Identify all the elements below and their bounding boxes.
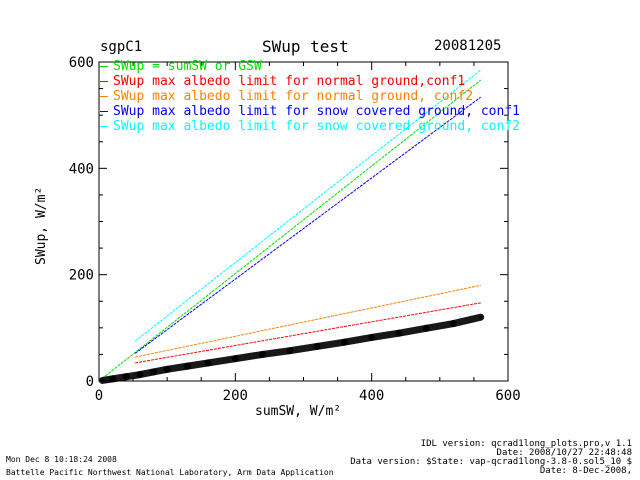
legend: SWup = sumSW or GSW SWup max albedo limit… — [100, 59, 520, 134]
scatter-point — [233, 357, 237, 361]
legend-label: SWup max albedo limit for snow covered g… — [113, 119, 520, 134]
footer-timestamp: Mon Dec 8 10:18:24 2008 — [6, 455, 117, 464]
x-axis-label: sumSW, W/m² — [255, 404, 342, 419]
scatter-band-segment — [313, 338, 348, 350]
x-tick-label: 400 — [359, 388, 384, 404]
x-tick-label: 600 — [495, 388, 520, 404]
series-line-1 — [135, 302, 481, 364]
footer-data-version: Data version: $State: vap-qcrad1long-3.8… — [350, 457, 632, 467]
scatter-point — [138, 373, 142, 377]
y-tick-label: 400 — [69, 161, 94, 177]
footer-date2: Date: 8-Dec-2008, — [539, 466, 632, 476]
footer-version-block: IDL version: qcrad1long_plots.pro,v 1.1 … — [350, 440, 632, 476]
scatter-point — [424, 326, 428, 330]
legend-marker — [100, 66, 108, 67]
series-line-4 — [134, 69, 482, 342]
scatter-point — [124, 375, 128, 379]
legend-label: SWup max albedo limit for normal ground,… — [113, 89, 474, 104]
scatter-point — [100, 378, 104, 382]
y-tick-label: 0 — [86, 374, 94, 390]
series-line-0 — [98, 79, 482, 382]
scatter-band-segment — [368, 329, 403, 341]
scatter-band-segment — [449, 313, 485, 328]
scatter-band-segment — [259, 347, 294, 358]
legend-label: SWup max albedo limit for snow covered g… — [113, 104, 520, 119]
scatter-point — [111, 377, 115, 381]
legend-label: SWup = sumSW or GSW — [113, 59, 262, 74]
scatter-band-segment — [340, 333, 376, 346]
scatter-band-segment — [422, 320, 457, 332]
footer-idl-version: IDL version: qcrad1long_plots.pro,v 1.1 — [420, 439, 632, 449]
site-label: sgpC1 — [100, 39, 143, 55]
scatter-band-segment — [395, 324, 430, 337]
scatter-point — [342, 340, 346, 344]
x-tick-label: 200 — [223, 388, 248, 404]
scatter-point — [186, 364, 190, 368]
scatter-point — [397, 331, 401, 335]
legend-entry: SWup max albedo limit for snow covered g… — [100, 104, 520, 119]
y-tick-label: 200 — [69, 268, 94, 284]
scatter-band-segment — [286, 342, 321, 355]
scatter-point — [152, 370, 156, 374]
series-line-2 — [135, 284, 481, 358]
legend-entry: SWup max albedo limit for normal ground,… — [100, 89, 520, 104]
legend-marker — [100, 81, 108, 82]
series-line-3 — [134, 96, 482, 354]
date-label: 20081205 — [434, 38, 502, 54]
scatter-point — [479, 315, 483, 319]
legend-entry: SWup max albedo limit for snow covered g… — [100, 119, 520, 134]
scatter-point — [261, 352, 265, 356]
footer-lab: Battelle Pacific Northwest National Labo… — [6, 468, 334, 477]
scatter-point — [206, 361, 210, 365]
legend-marker — [100, 96, 108, 97]
legend-marker — [100, 126, 108, 127]
legend-entry: SWup max albedo limit for normal ground,… — [100, 74, 520, 89]
scatter-point — [370, 335, 374, 339]
legend-entry: SWup = sumSW or GSW — [100, 59, 520, 74]
scatter-band-segment — [231, 350, 267, 363]
y-tick-label: 600 — [69, 55, 94, 71]
y-axis-label: SWup, W/m² — [34, 186, 49, 265]
legend-marker — [100, 111, 108, 112]
footer-date1: Date: 2008/10/27 22:48:48 — [496, 448, 632, 458]
scatter-point — [451, 322, 455, 326]
scatter-point — [165, 367, 169, 371]
x-tick-label: 0 — [95, 388, 103, 404]
scatter-point — [288, 349, 292, 353]
scatter-band-segment — [204, 355, 239, 367]
scatter-point — [315, 344, 319, 348]
legend-label: SWup max albedo limit for normal ground,… — [113, 74, 466, 89]
chart-title: SWup test — [262, 37, 349, 56]
